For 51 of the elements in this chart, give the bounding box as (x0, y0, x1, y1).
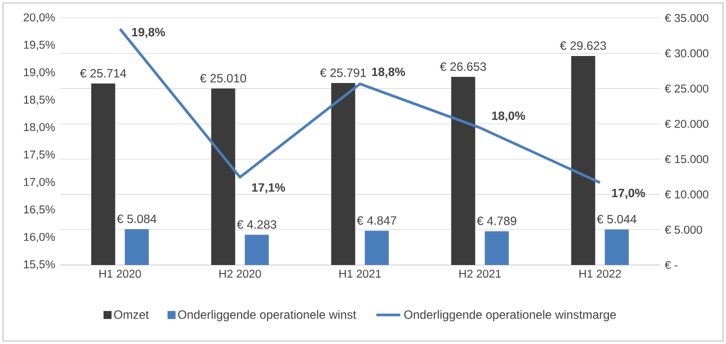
y2-tick-label: € - (664, 261, 678, 270)
y2-tick-label: € 30.000 (664, 49, 708, 58)
data-label: € 4.847 (356, 216, 396, 225)
data-label: € 4.789 (476, 216, 516, 226)
y2-tick-label: € 15.000 (664, 155, 708, 164)
data-label: 17,1% (252, 183, 286, 194)
bar (604, 229, 629, 265)
x-tick-label: H1 2021 (339, 270, 381, 278)
y-tick-label: 15,5% (24, 260, 55, 270)
y2-tick-label: € 10.000 (664, 190, 708, 198)
data-label: 19,8% (132, 28, 166, 38)
bar (244, 234, 269, 265)
y-tick-label: 20,0% (24, 13, 55, 23)
legend-label: Onderliggende operationele winstmarge (404, 310, 616, 322)
bar (211, 88, 236, 265)
y-tick-label: 18,0% (24, 123, 55, 132)
y2-tick-label: € 5.000 (664, 226, 702, 234)
y2-tick-label: € 35.000 (664, 14, 708, 22)
y2-tick-label: € 20.000 (664, 120, 708, 128)
y-tick-label: 19,5% (24, 40, 55, 50)
data-label: 18,0% (492, 111, 526, 122)
y-tick-label: 16,5% (24, 205, 55, 215)
data-label: € 5.044 (596, 214, 636, 224)
y-tick-label: 17,0% (24, 178, 55, 188)
y-tick-label: 16,0% (24, 232, 55, 242)
legend-label: Onderliggende operationele winst (178, 310, 356, 322)
data-label: 17,0% (612, 188, 646, 199)
data-label: € 26.653 (440, 62, 486, 71)
data-label: € 25.791 (320, 68, 366, 77)
bar (451, 76, 476, 265)
data-label: 18,8% (372, 68, 406, 78)
bar (364, 230, 389, 265)
bar (484, 231, 509, 265)
y-tick-label: 19,0% (24, 68, 55, 78)
data-label: € 4.283 (236, 220, 276, 229)
x-tick-label: H2 2021 (459, 270, 501, 278)
data-label: € 5.084 (116, 214, 156, 224)
data-label: € 29.623 (560, 41, 606, 50)
x-tick-label: H1 2020 (100, 270, 141, 278)
x-tick-label: H2 2020 (219, 270, 261, 278)
x-tick-label: H1 2022 (579, 270, 621, 278)
bar (91, 84, 116, 265)
y-tick-label: 17,5% (24, 150, 55, 160)
data-label: € 25.714 (80, 68, 126, 78)
legend-label: Omzet (114, 310, 149, 319)
bar (571, 56, 596, 265)
data-label: € 25.010 (200, 74, 246, 82)
bar (124, 229, 149, 265)
y-tick-label: 18,5% (24, 96, 55, 106)
y2-tick-label: € 25.000 (664, 84, 708, 93)
bar (331, 82, 356, 265)
